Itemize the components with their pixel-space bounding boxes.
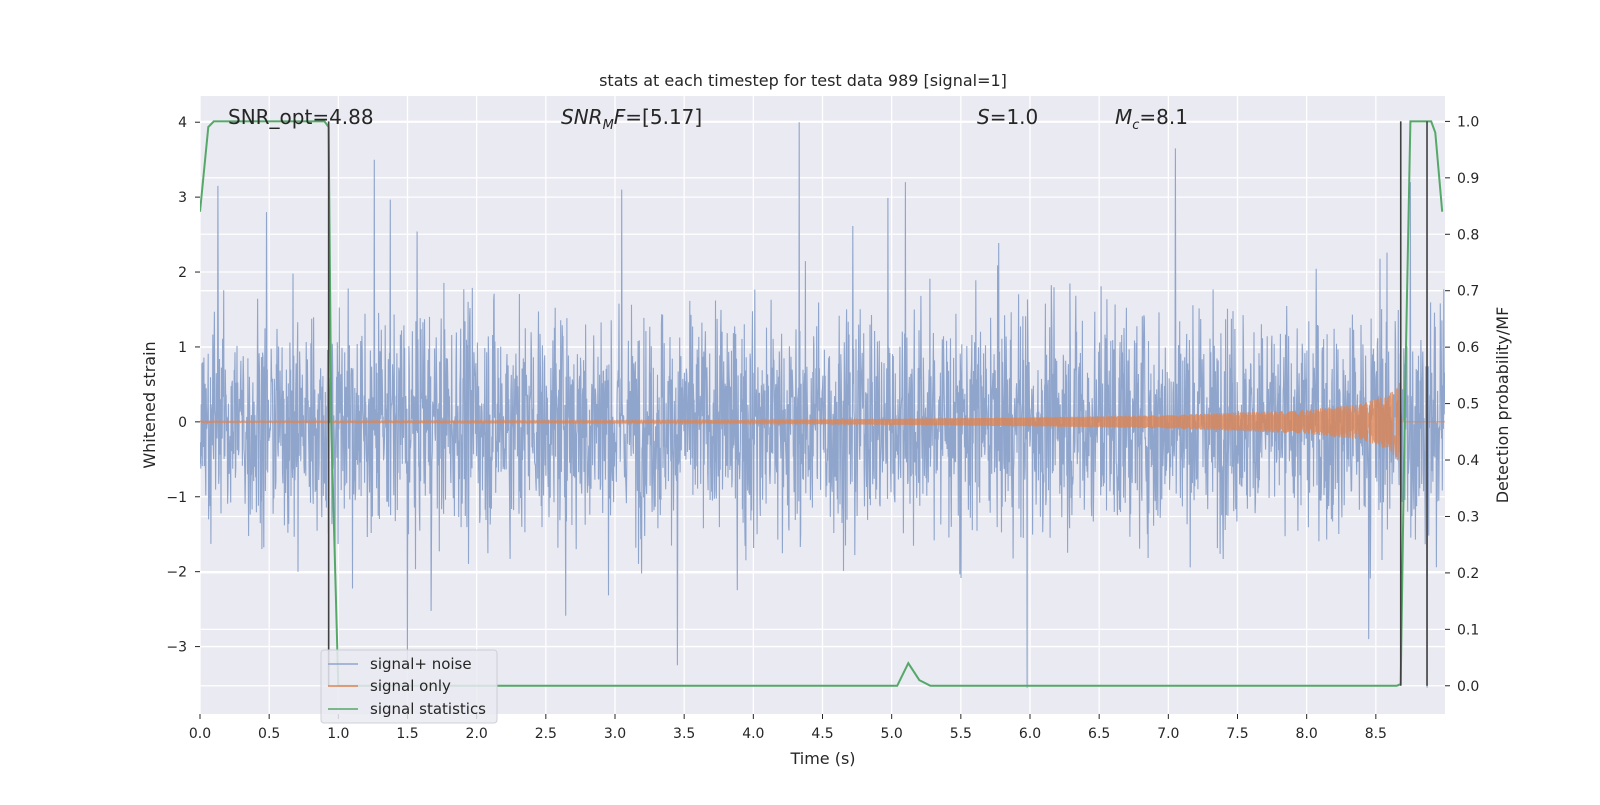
annotation-s-label: S [977,105,990,129]
series-signal-statistics [200,120,1444,687]
annotation-mc-value: =8.1 [1139,105,1188,129]
y-right-tick-label: 0.8 [1457,227,1479,243]
y-left-tick-label: −2 [166,565,187,581]
vertical-markers [327,121,1428,686]
x-tick-label: 6.0 [1019,726,1041,742]
y-right-tick-label: 0.0 [1457,679,1479,695]
y-right-axis-label: Detection probability/MF [1493,307,1512,504]
x-tick-label: 3.5 [673,726,695,742]
x-tick-label: 7.5 [1226,726,1248,742]
y-right-tick-label: 0.7 [1457,284,1479,300]
legend: signal+ noise signal only signal statist… [320,649,498,724]
legend-label-signal-only: signal only [370,677,451,695]
x-tick-label: 2.0 [466,726,488,742]
x-tick-label: 1.5 [396,726,418,742]
x-tick-label: 7.0 [1157,726,1179,742]
x-tick-label: 8.0 [1296,726,1318,742]
annotation-snr-mf-label: SNR [561,105,603,129]
series-line-signal-statistics [200,120,1444,687]
y-right-axis-ticks: 1.0 0.9 0.8 0.7 0.6 0.5 0.4 0.3 0.2 0.1 0.0 [1445,114,1479,695]
annotation-snr-mf-sub: M [603,118,614,133]
legend-box [320,649,498,724]
x-axis-ticks: 0.0 0.5 1.0 1.5 2.0 2.5 3.0 3.5 4.0 4.5 5.0 5.5 6.0 6… [189,714,1387,742]
y-right-tick-label: 0.4 [1457,453,1479,469]
annotation-snr-opt: SNR_opt=4.88 [228,105,374,129]
y-left-tick-label: 4 [178,115,187,131]
y-left-axis-label: Whitened strain [140,341,159,468]
x-tick-label: 5.5 [950,726,972,742]
annotation-s: S=1.0 [977,105,1038,129]
y-right-tick-label: 0.1 [1457,622,1479,638]
x-tick-label: 2.5 [535,726,557,742]
legend-label-signal-statistics: signal statistics [370,700,486,718]
annotation-snr-mf: SNRMF=[5.17] [561,105,702,133]
y-right-tick-label: 0.9 [1457,171,1479,187]
y-right-tick-label: 0.3 [1457,509,1479,525]
annotation-snr-mf-rest-italic: F [614,105,626,129]
x-tick-label: 3.0 [604,726,626,742]
x-tick-label: 5.0 [881,726,903,742]
x-tick-label: 4.5 [811,726,833,742]
y-right-tick-label: 1.0 [1457,114,1479,130]
y-left-tick-label: −3 [166,640,187,656]
series-signal-only [200,383,1445,461]
y-left-axis-ticks: 4 3 2 1 0 −1 −2 −3 [166,115,200,656]
x-axis-label: Time (s) [789,749,855,768]
annotation-mc: Mc=8.1 [1115,105,1188,133]
annotation-mc-sub: c [1132,118,1139,133]
x-tick-label: 0.0 [189,726,211,742]
annotation-snr-mf-value: =[5.17] [625,105,702,129]
x-tick-label: 6.5 [1088,726,1110,742]
y-left-tick-label: 3 [178,190,187,206]
y-left-tick-label: 2 [178,265,187,281]
x-tick-label: 8.5 [1365,726,1387,742]
x-tick-label: 4.0 [742,726,764,742]
y-left-tick-label: −1 [166,490,187,506]
annotation-mc-label: M [1115,105,1132,129]
series-line-signal-only [200,383,1445,461]
y-left-tick-label: 1 [178,340,187,356]
annotation-s-value: =1.0 [990,105,1039,129]
legend-label-signal-noise: signal+ noise [370,655,472,673]
x-tick-label: 1.0 [327,726,349,742]
grid-lines [199,96,1445,714]
y-right-tick-label: 0.6 [1457,340,1479,356]
y-right-tick-label: 0.2 [1457,566,1479,582]
x-tick-label: 0.5 [258,726,280,742]
y-right-tick-label: 0.5 [1457,397,1479,413]
chart-title: stats at each timestep for test data 989… [599,71,1007,90]
y-left-tick-label: 0 [178,415,187,431]
